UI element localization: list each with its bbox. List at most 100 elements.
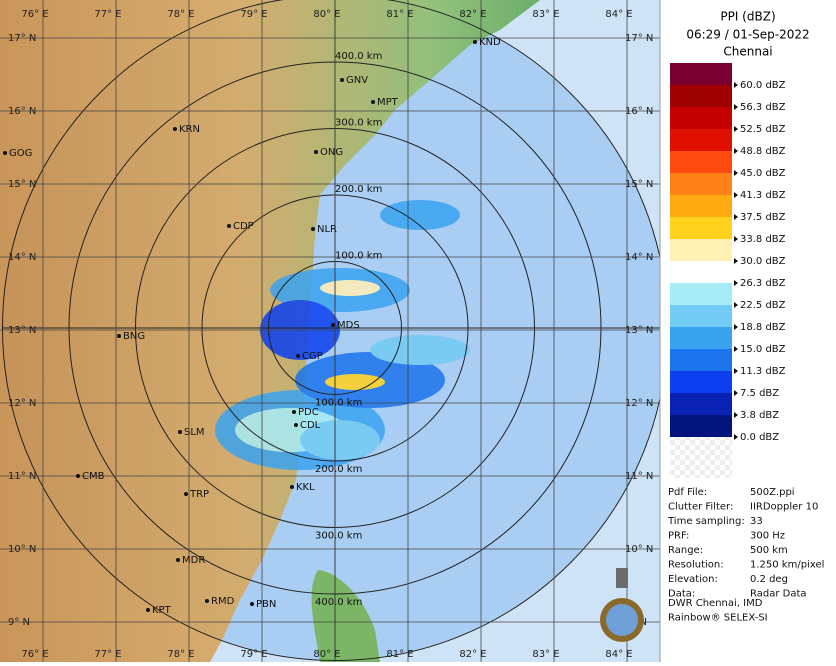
info-key: Time sampling:	[667, 516, 745, 527]
legend-swatch	[670, 239, 732, 261]
city-dot	[292, 410, 296, 414]
city-label: KND	[479, 37, 501, 48]
lon-label: 83° E	[532, 649, 559, 660]
city-label: KRN	[179, 124, 200, 135]
product: PPI (dBZ)	[720, 10, 775, 24]
legend-swatch	[670, 63, 732, 85]
legend-label: 22.5 dBZ	[740, 300, 786, 311]
city-dot	[340, 78, 344, 82]
land-srilanka	[311, 570, 380, 662]
legend-pointer	[734, 236, 738, 242]
lon-label: 83° E	[532, 9, 559, 20]
city-label: MPT	[377, 97, 399, 108]
info-value: 33	[750, 516, 763, 527]
legend-swatch	[670, 415, 732, 437]
info-key: Pdf File:	[668, 487, 707, 498]
lon-label: 78° E	[167, 9, 194, 20]
legend-pointer	[734, 126, 738, 132]
legend-pointer	[734, 302, 738, 308]
lat-label: 10° N	[8, 544, 36, 555]
legend-label: 41.3 dBZ	[740, 190, 786, 201]
legend-label: 52.5 dBZ	[740, 124, 786, 135]
legend-swatch	[670, 305, 732, 327]
info-key: Resolution:	[668, 560, 724, 571]
city-label: PDC	[298, 407, 319, 418]
city-label: BNG	[123, 331, 145, 342]
legend-label: 30.0 dBZ	[740, 256, 786, 267]
legend-pointer	[734, 192, 738, 198]
ring-label: 400.0 km	[315, 597, 362, 608]
legend-label: 18.8 dBZ	[740, 322, 786, 333]
legend-label: 33.8 dBZ	[740, 234, 786, 245]
lon-label: 78° E	[167, 649, 194, 660]
legend-pointer	[734, 434, 738, 440]
lat-label: 9° N	[8, 617, 30, 628]
lon-label: 82° E	[459, 9, 486, 20]
info-value: 1.250 km/pixel	[750, 560, 824, 571]
info-value: 500 km	[750, 545, 788, 556]
city-dot	[117, 334, 121, 338]
lat-label: 13° N	[8, 325, 36, 336]
station: Chennai	[723, 45, 772, 59]
city-dot	[296, 354, 300, 358]
city-label: MDS	[337, 320, 360, 331]
city-label: CGP	[302, 351, 323, 362]
legend-label: 15.0 dBZ	[740, 344, 786, 355]
lon-label: 79° E	[240, 649, 267, 660]
legend-swatch	[670, 129, 732, 151]
legend-label: 3.8 dBZ	[740, 410, 779, 421]
legend-pointer	[734, 104, 738, 110]
city-dot	[294, 423, 298, 427]
legend-pointer	[734, 170, 738, 176]
info-value: IIRDoppler 10	[750, 502, 818, 513]
ring-label: 100.0 km	[315, 398, 362, 409]
map-labels: 100.0 km 100.0 km 200.0 km 200.0 km 300.0 km…	[3, 9, 653, 660]
legend-swatch	[670, 393, 732, 415]
lon-label: 81° E	[386, 9, 413, 20]
ring-label: 300.0 km	[335, 118, 382, 129]
lon-label: 76° E	[21, 649, 48, 660]
legend-pointer	[734, 258, 738, 264]
city-label: MDR	[182, 555, 205, 566]
city-dot	[331, 323, 335, 327]
city-dot	[184, 492, 188, 496]
lat-label: 17° N	[8, 33, 36, 44]
city-label: NLR	[317, 224, 337, 235]
lat-label: 14° N	[8, 252, 36, 263]
legend-pointer	[734, 82, 738, 88]
city-label: RMD	[211, 596, 235, 607]
legend-label: 37.5 dBZ	[740, 212, 786, 223]
lon-label: 77° E	[94, 649, 121, 660]
city-dot	[205, 599, 209, 603]
legend-label: 7.5 dBZ	[740, 388, 779, 399]
legend-swatch	[670, 327, 732, 349]
legend-label: 56.3 dBZ	[740, 102, 786, 113]
city-label: PBN	[256, 599, 276, 610]
legend-swatch	[670, 151, 732, 173]
legend-pointer	[734, 390, 738, 396]
city-dot	[250, 602, 254, 606]
info-value: 0.2 deg	[750, 574, 788, 585]
city-dot	[3, 151, 7, 155]
info-value: 500Z.ppi	[750, 487, 795, 498]
info-value: 300 Hz	[750, 531, 785, 542]
city-label: SLM	[184, 427, 205, 438]
ring-label: 200.0 km	[315, 464, 362, 475]
legend-pointer	[734, 280, 738, 286]
graticule	[0, 0, 660, 662]
city-label: GOG	[9, 148, 32, 159]
legend-label: 60.0 dBZ	[740, 80, 786, 91]
lon-label: 84° E	[605, 649, 632, 660]
legend-pointer	[734, 324, 738, 330]
legend-swatch	[670, 85, 732, 107]
city-label: KKL	[296, 482, 315, 493]
city-label: TRP	[189, 489, 209, 500]
legend-pointer	[734, 412, 738, 418]
legend-swatch	[670, 217, 732, 239]
lat-label: 17° N	[625, 33, 653, 44]
legend-swatch	[670, 107, 732, 129]
legend-label: 0.0 dBZ	[740, 432, 779, 443]
legend-swatch	[670, 173, 732, 195]
map: 100.0 km 100.0 km 200.0 km 200.0 km 300.0 km…	[0, 0, 660, 662]
